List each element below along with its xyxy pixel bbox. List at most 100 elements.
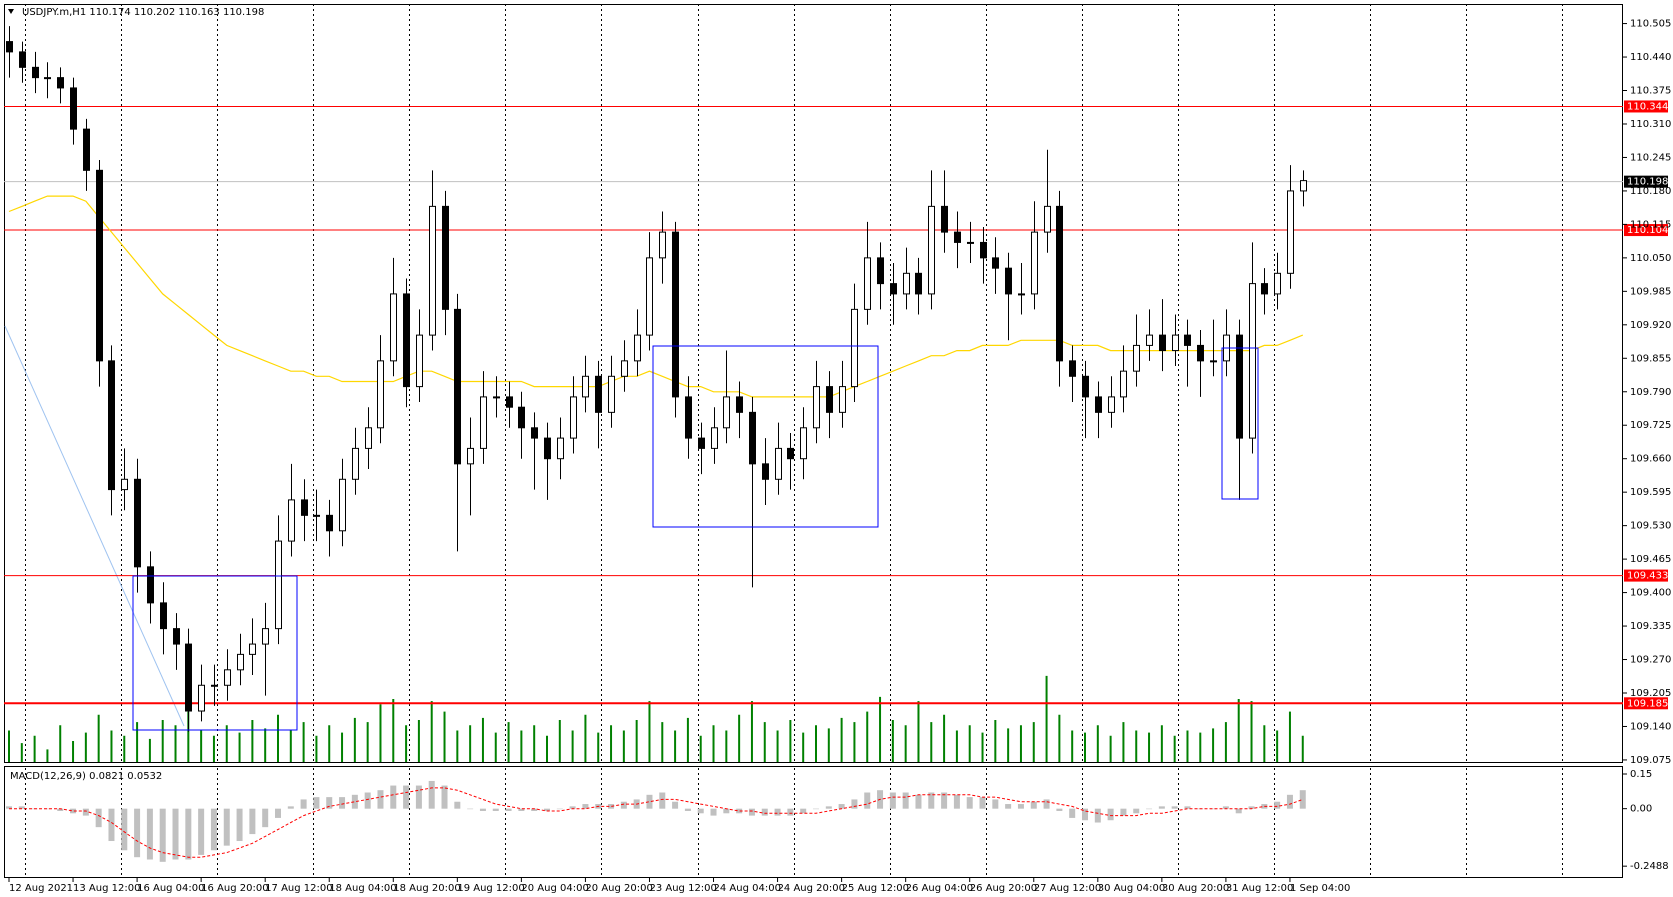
candle-body <box>390 293 397 362</box>
y-tick-label: 109.075 <box>1630 755 1671 766</box>
candle-body <box>44 77 51 80</box>
candle-body <box>582 375 589 398</box>
candle-body <box>890 283 897 295</box>
y-tick-label: 110.115 <box>1630 219 1671 230</box>
macd-bar <box>851 799 858 809</box>
macd-bar <box>274 808 281 818</box>
x-tick-label: 16 Aug 20:00 <box>201 883 268 894</box>
macd-bar <box>992 799 999 809</box>
candle-body <box>493 396 500 399</box>
macd-bar <box>543 808 550 811</box>
macd-bar <box>620 801 627 809</box>
grid <box>25 4 1563 878</box>
macd-bar <box>1274 801 1281 809</box>
macd-bar <box>748 808 755 816</box>
macd-bar <box>441 785 448 809</box>
macd-bar <box>1171 806 1178 809</box>
macd-bar <box>723 808 730 814</box>
candle-body <box>83 128 90 171</box>
macd-bar <box>415 785 422 809</box>
macd-bar <box>249 808 256 835</box>
macd-bar <box>403 785 410 809</box>
macd-bar <box>672 801 679 809</box>
macd-bar <box>82 808 89 816</box>
candle-body <box>992 257 999 269</box>
macd-bar <box>1069 808 1076 818</box>
macd-bar <box>1005 804 1012 809</box>
y-tick-label: 110.245 <box>1630 152 1671 163</box>
y-tick-label: 109.595 <box>1630 487 1671 498</box>
candle-body <box>262 628 269 645</box>
candle-body <box>275 540 282 630</box>
price-tag-label: 110.198 <box>1627 177 1668 188</box>
macd-bar <box>467 808 474 810</box>
moving-average <box>8 195 1304 398</box>
macd-bar <box>198 808 205 855</box>
candle-body <box>1005 267 1012 295</box>
candle-body <box>1069 360 1076 377</box>
candle-body <box>1056 205 1063 362</box>
candle-body <box>1044 205 1051 233</box>
macd-signal <box>9 787 1303 858</box>
candle-body <box>1082 375 1089 398</box>
candle-body <box>173 628 180 645</box>
macd-bar <box>44 808 51 810</box>
macd-bar <box>364 792 371 809</box>
x-tick-label: 24 Aug 20:00 <box>778 883 845 894</box>
y-tick-label: 109.205 <box>1630 688 1671 699</box>
macd-bar <box>838 804 845 809</box>
macd-bar <box>121 808 128 851</box>
candles <box>5 26 1307 862</box>
candle-body <box>634 334 641 362</box>
macd-label: MACD(12,26,9) 0.0821 0.0532 <box>10 771 162 782</box>
macd-bar <box>608 804 615 809</box>
range-box <box>1221 347 1259 500</box>
macd-bar <box>172 808 179 860</box>
candle-body <box>1249 283 1256 439</box>
candle-body <box>108 360 115 491</box>
price-tag <box>1624 175 1668 188</box>
candle-body <box>1159 334 1166 352</box>
price-tag <box>1624 100 1668 113</box>
x-tick-label: 30 Aug 20:00 <box>1162 883 1229 894</box>
menu-arrow[interactable] <box>8 9 14 14</box>
macd-bar <box>697 808 704 814</box>
x-tick-label: 1 Sep 04:00 <box>1290 883 1350 894</box>
macd-bar <box>1043 799 1050 809</box>
candle-body <box>813 386 820 429</box>
y-tick-label: -0.2488 <box>1630 861 1669 872</box>
x-tick-label: 30 Aug 04:00 <box>1098 883 1165 894</box>
macd-bar <box>1133 808 1140 814</box>
candle-body <box>531 427 538 439</box>
candle-body <box>954 231 961 243</box>
macd-bar <box>1146 808 1153 810</box>
macd-bar <box>18 806 25 809</box>
macd-bar <box>1017 804 1024 809</box>
candle-body <box>1300 180 1307 192</box>
macd-bar <box>556 808 563 810</box>
candle-body <box>352 447 359 480</box>
candle-body <box>1120 370 1127 398</box>
macd-bar <box>377 790 384 809</box>
x-tick-label: 23 Aug 12:00 <box>649 883 716 894</box>
x-tick-label: 20 Aug 04:00 <box>521 883 588 894</box>
macd-bar <box>889 792 896 809</box>
macd-bar <box>70 808 77 814</box>
price-tag-label: 109.185 <box>1627 698 1668 709</box>
macd-bar <box>659 792 666 809</box>
macd-bar <box>902 792 909 809</box>
candle-body <box>377 360 384 429</box>
x-tick-label: 26 Aug 20:00 <box>970 883 1037 894</box>
candle-body <box>915 272 922 295</box>
candle-body <box>685 396 692 439</box>
candle-body <box>621 360 628 377</box>
candle-body <box>1172 334 1179 352</box>
candle-body <box>147 566 154 604</box>
candle-body <box>403 293 410 388</box>
macd-bar <box>185 808 192 860</box>
macd-bar <box>1248 806 1255 809</box>
candle-body <box>313 514 320 517</box>
candle-body <box>864 257 871 310</box>
candle-body <box>1210 360 1217 363</box>
y-tick-label: 0.15 <box>1630 769 1652 780</box>
